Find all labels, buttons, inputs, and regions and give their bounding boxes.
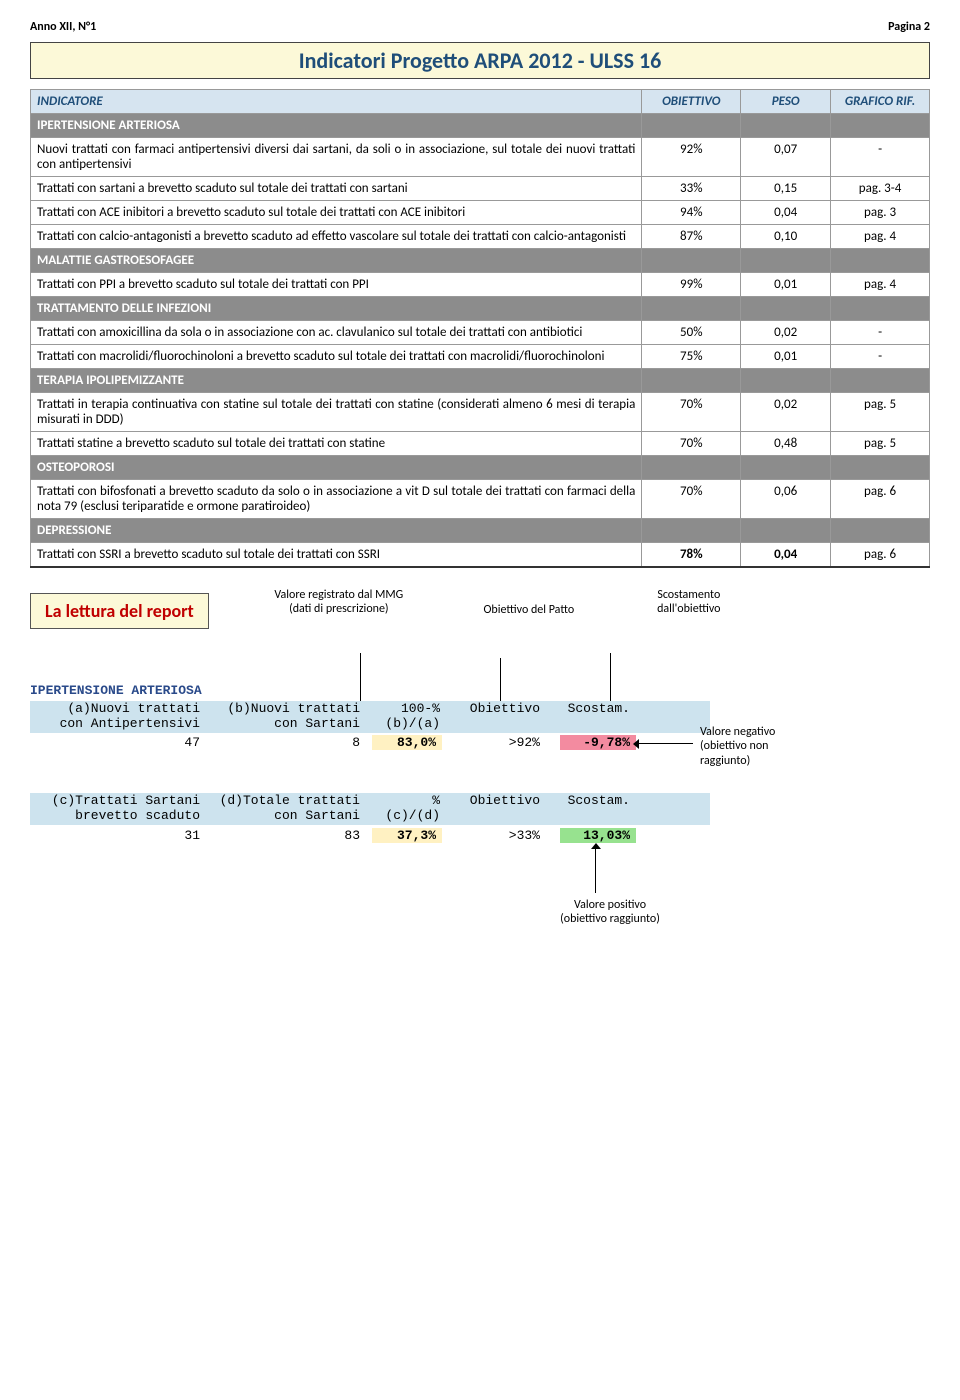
row-peso: 0,07 xyxy=(741,138,831,177)
ex2-colpct: % (c)/(d) xyxy=(370,793,440,823)
row-peso: 0,04 xyxy=(741,543,831,568)
ex2-cold: (d)Totale trattati con Sartani xyxy=(210,793,360,823)
ann-pos: Valore positivo (obiettivo raggiunto) xyxy=(530,898,690,927)
row-peso: 0,06 xyxy=(741,480,831,519)
row-peso: 0,02 xyxy=(741,321,831,345)
ex1-cola: (a)Nuovi trattati con Antipertensivi xyxy=(50,701,200,731)
row-desc: Trattati con ACE inibitori a brevetto sc… xyxy=(31,201,642,225)
row-peso: 0,15 xyxy=(741,177,831,201)
row-rif: pag. 4 xyxy=(831,273,930,297)
row-obiettivo: 75% xyxy=(642,345,741,369)
row-obiettivo: 94% xyxy=(642,201,741,225)
row-peso: 0,01 xyxy=(741,345,831,369)
ex2-colsc: Scostam. xyxy=(550,793,630,808)
ex1-colb: (b)Nuovi trattati con Sartani xyxy=(210,701,360,731)
indicators-table: INDICATORE OBIETTIVO PESO GRAFICO RIF. I… xyxy=(30,89,930,568)
row-peso: 0,02 xyxy=(741,393,831,432)
th-obiettivo: OBIETTIVO xyxy=(642,90,741,114)
row-desc: Trattati con sartani a brevetto scaduto … xyxy=(31,177,642,201)
ex2-vald: 83 xyxy=(210,828,360,843)
row-rif: pag. 5 xyxy=(831,432,930,456)
section-header: OSTEOPOROSI xyxy=(31,456,642,480)
page-title: Indicatori Progetto ARPA 2012 - ULSS 16 xyxy=(30,42,930,79)
section-header: TRATTAMENTO DELLE INFEZIONI xyxy=(31,297,642,321)
row-rif: pag. 3 xyxy=(831,201,930,225)
row-rif: - xyxy=(831,321,930,345)
row-rif: - xyxy=(831,345,930,369)
row-desc: Trattati con macrolidi/fluorochinoloni a… xyxy=(31,345,642,369)
row-desc: Trattati con PPI a brevetto scaduto sul … xyxy=(31,273,642,297)
section-header: MALATTIE GASTROESOFAGEE xyxy=(31,249,642,273)
row-desc: Trattati in terapia continuativa con sta… xyxy=(31,393,642,432)
row-obiettivo: 70% xyxy=(642,480,741,519)
row-rif: pag. 3-4 xyxy=(831,177,930,201)
row-peso: 0,48 xyxy=(741,432,831,456)
row-desc: Trattati statine a brevetto scaduto sul … xyxy=(31,432,642,456)
th-peso: PESO xyxy=(741,90,831,114)
header-left: Anno XII, N°1 xyxy=(30,20,96,34)
row-peso: 0,10 xyxy=(741,225,831,249)
ann-scost: Scostamento dall'obiettivo xyxy=(639,588,739,617)
row-obiettivo: 78% xyxy=(642,543,741,568)
row-rif: pag. 6 xyxy=(831,543,930,568)
ex1-colob: Obiettivo xyxy=(450,701,540,716)
section-header: DEPRESSIONE xyxy=(31,519,642,543)
th-indicatore: INDICATORE xyxy=(31,90,642,114)
ex2-valob: >33% xyxy=(450,828,540,843)
row-peso: 0,04 xyxy=(741,201,831,225)
ex1-valob: >92% xyxy=(450,735,540,750)
row-obiettivo: 33% xyxy=(642,177,741,201)
ex2-colc: (c)Trattati Sartani brevetto scaduto xyxy=(50,793,200,823)
ex1-valsc: -9,78% xyxy=(560,735,636,750)
row-obiettivo: 50% xyxy=(642,321,741,345)
ann-obiettivo: Obiettivo del Patto xyxy=(459,603,599,617)
section-header: TERAPIA IPOLIPEMIZZANTE xyxy=(31,369,642,393)
row-peso: 0,01 xyxy=(741,273,831,297)
th-grafico: GRAFICO RIF. xyxy=(831,90,930,114)
row-desc: Trattati con calcio-antagonisti a brevet… xyxy=(31,225,642,249)
row-rif: pag. 5 xyxy=(831,393,930,432)
ex1-vala: 47 xyxy=(50,735,200,750)
row-desc: Trattati con SSRI a brevetto scaduto sul… xyxy=(31,543,642,568)
ex1-colpct: 100-% (b)/(a) xyxy=(370,701,440,731)
ex2-valc: 31 xyxy=(50,828,200,843)
row-obiettivo: 87% xyxy=(642,225,741,249)
row-rif: pag. 6 xyxy=(831,480,930,519)
section-header: IPERTENSIONE ARTERIOSA xyxy=(31,114,642,138)
header-right: Pagina 2 xyxy=(888,20,930,34)
ex1-title: IPERTENSIONE ARTERIOSA xyxy=(30,683,202,698)
row-desc: Nuovi trattati con farmaci antipertensiv… xyxy=(31,138,642,177)
row-rif: - xyxy=(831,138,930,177)
ex2-colob: Obiettivo xyxy=(450,793,540,808)
lettura-title: La lettura del report xyxy=(30,593,209,629)
row-rif: pag. 4 xyxy=(831,225,930,249)
ex1-valpct: 83,0% xyxy=(372,735,442,750)
example-diagram: IPERTENSIONE ARTERIOSA (a)Nuovi trattati… xyxy=(30,673,930,953)
ex1-valb: 8 xyxy=(210,735,360,750)
ex2-valsc: 13,03% xyxy=(560,828,636,843)
ann-mmg: Valore registrato dal MMG (dati di presc… xyxy=(259,588,419,617)
row-obiettivo: 99% xyxy=(642,273,741,297)
row-desc: Trattati con bifosfonati a brevetto scad… xyxy=(31,480,642,519)
ann-neg: Valore negativo (obiettivo non raggiunto… xyxy=(700,725,820,768)
row-obiettivo: 70% xyxy=(642,393,741,432)
row-obiettivo: 92% xyxy=(642,138,741,177)
ex1-colsc: Scostam. xyxy=(550,701,630,716)
ex2-valpct: 37,3% xyxy=(372,828,442,843)
row-obiettivo: 70% xyxy=(642,432,741,456)
row-desc: Trattati con amoxicillina da sola o in a… xyxy=(31,321,642,345)
